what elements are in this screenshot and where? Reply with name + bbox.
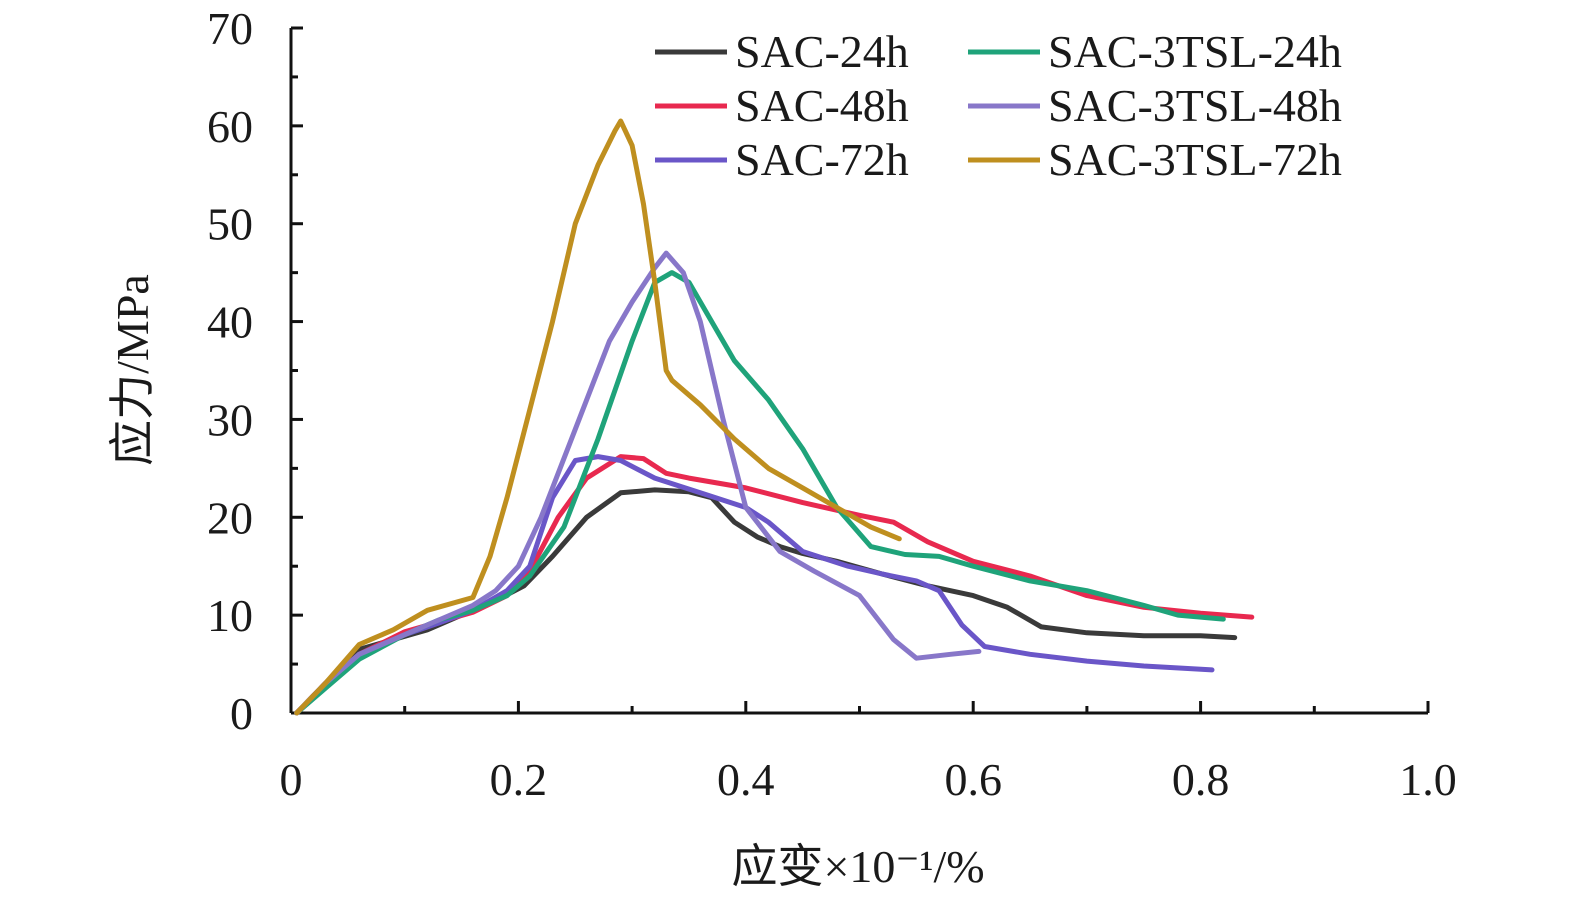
- x-tick-label: 0.2: [490, 754, 548, 805]
- y-axis-title: 应力/MPa: [107, 274, 158, 466]
- series-lines: [294, 118, 1255, 716]
- y-tick-label: 0: [230, 688, 253, 739]
- series-line-sac-3tsl-72h: [294, 118, 902, 716]
- x-tick-label: 1.0: [1399, 754, 1457, 805]
- y-tick-label: 60: [207, 101, 253, 152]
- ticks: 0 10 20 30 40 50 60 70 0 0.2 0.4 0.6 0.8 1.0: [207, 3, 1457, 805]
- x-axis-title: 应变×10⁻¹/%: [731, 841, 984, 892]
- legend-label-sac-3tsl-24h: SAC-3TSL-24h: [1048, 26, 1342, 77]
- y-tick-label: 30: [207, 394, 253, 445]
- y-tick-label: 50: [207, 199, 253, 250]
- x-tick-label: 0.4: [717, 754, 775, 805]
- legend: SAC-24hSAC-48hSAC-72hSAC-3TSL-24hSAC-3TS…: [655, 26, 1342, 185]
- legend-label-sac-3tsl-48h: SAC-3TSL-48h: [1048, 80, 1342, 131]
- x-tick-label: 0: [280, 754, 303, 805]
- legend-label-sac-3tsl-72h: SAC-3TSL-72h: [1048, 134, 1342, 185]
- legend-label-sac-24h: SAC-24h: [735, 26, 909, 77]
- legend-label-sac-48h: SAC-48h: [735, 80, 909, 131]
- series-line-sac-48h: [294, 454, 1255, 716]
- x-tick-label: 0.8: [1172, 754, 1230, 805]
- y-tick-label: 10: [207, 590, 253, 641]
- x-tick-label: 0.6: [944, 754, 1002, 805]
- y-tick-label: 70: [207, 3, 253, 54]
- legend-label-sac-72h: SAC-72h: [735, 134, 909, 185]
- y-tick-label: 40: [207, 297, 253, 348]
- y-tick-label: 20: [207, 492, 253, 543]
- series-line-sac-72h: [294, 454, 1215, 716]
